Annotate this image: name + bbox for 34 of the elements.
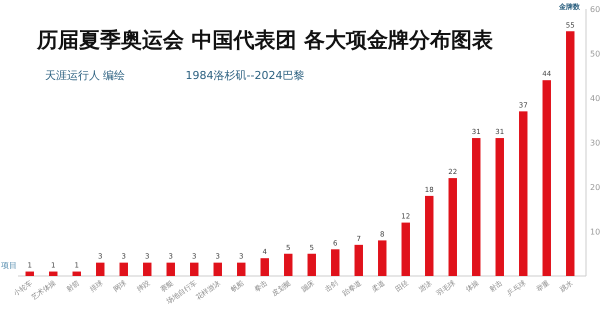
x-axis-title: 项目 [1, 261, 17, 270]
bar [542, 80, 551, 276]
y-tick-label: 20 [590, 183, 600, 192]
y-tick-label: 50 [590, 50, 600, 58]
bar [284, 254, 292, 276]
bar [214, 262, 222, 276]
y-tick-label: 30 [590, 138, 600, 148]
annotation: 天涯运行人 编绘 [44, 69, 126, 82]
bar [49, 272, 58, 276]
bar [425, 196, 434, 276]
bar [472, 138, 480, 276]
bar [308, 254, 316, 276]
bar [96, 262, 104, 276]
y-tick-label: 60 [590, 5, 600, 14]
text: 1984洛杉矶--2024巴黎 [186, 69, 304, 82]
bar [26, 272, 34, 276]
bar [120, 262, 128, 276]
bar [496, 138, 504, 276]
bar [143, 262, 152, 276]
bar [378, 240, 386, 276]
bar [166, 262, 175, 276]
bar [237, 262, 246, 276]
y-tick-label: 10 [590, 228, 600, 236]
bar [260, 258, 269, 276]
bar [448, 178, 457, 276]
bar [72, 272, 81, 276]
bar [331, 249, 340, 276]
bar [519, 111, 528, 276]
text: 历届夏季奥运会 中国代表团 各大项金牌分布图表 [36, 28, 493, 52]
bar [566, 31, 574, 276]
bar [190, 262, 198, 276]
bar [354, 244, 363, 276]
bar [402, 222, 410, 276]
y-tick-label: 40 [590, 94, 600, 103]
